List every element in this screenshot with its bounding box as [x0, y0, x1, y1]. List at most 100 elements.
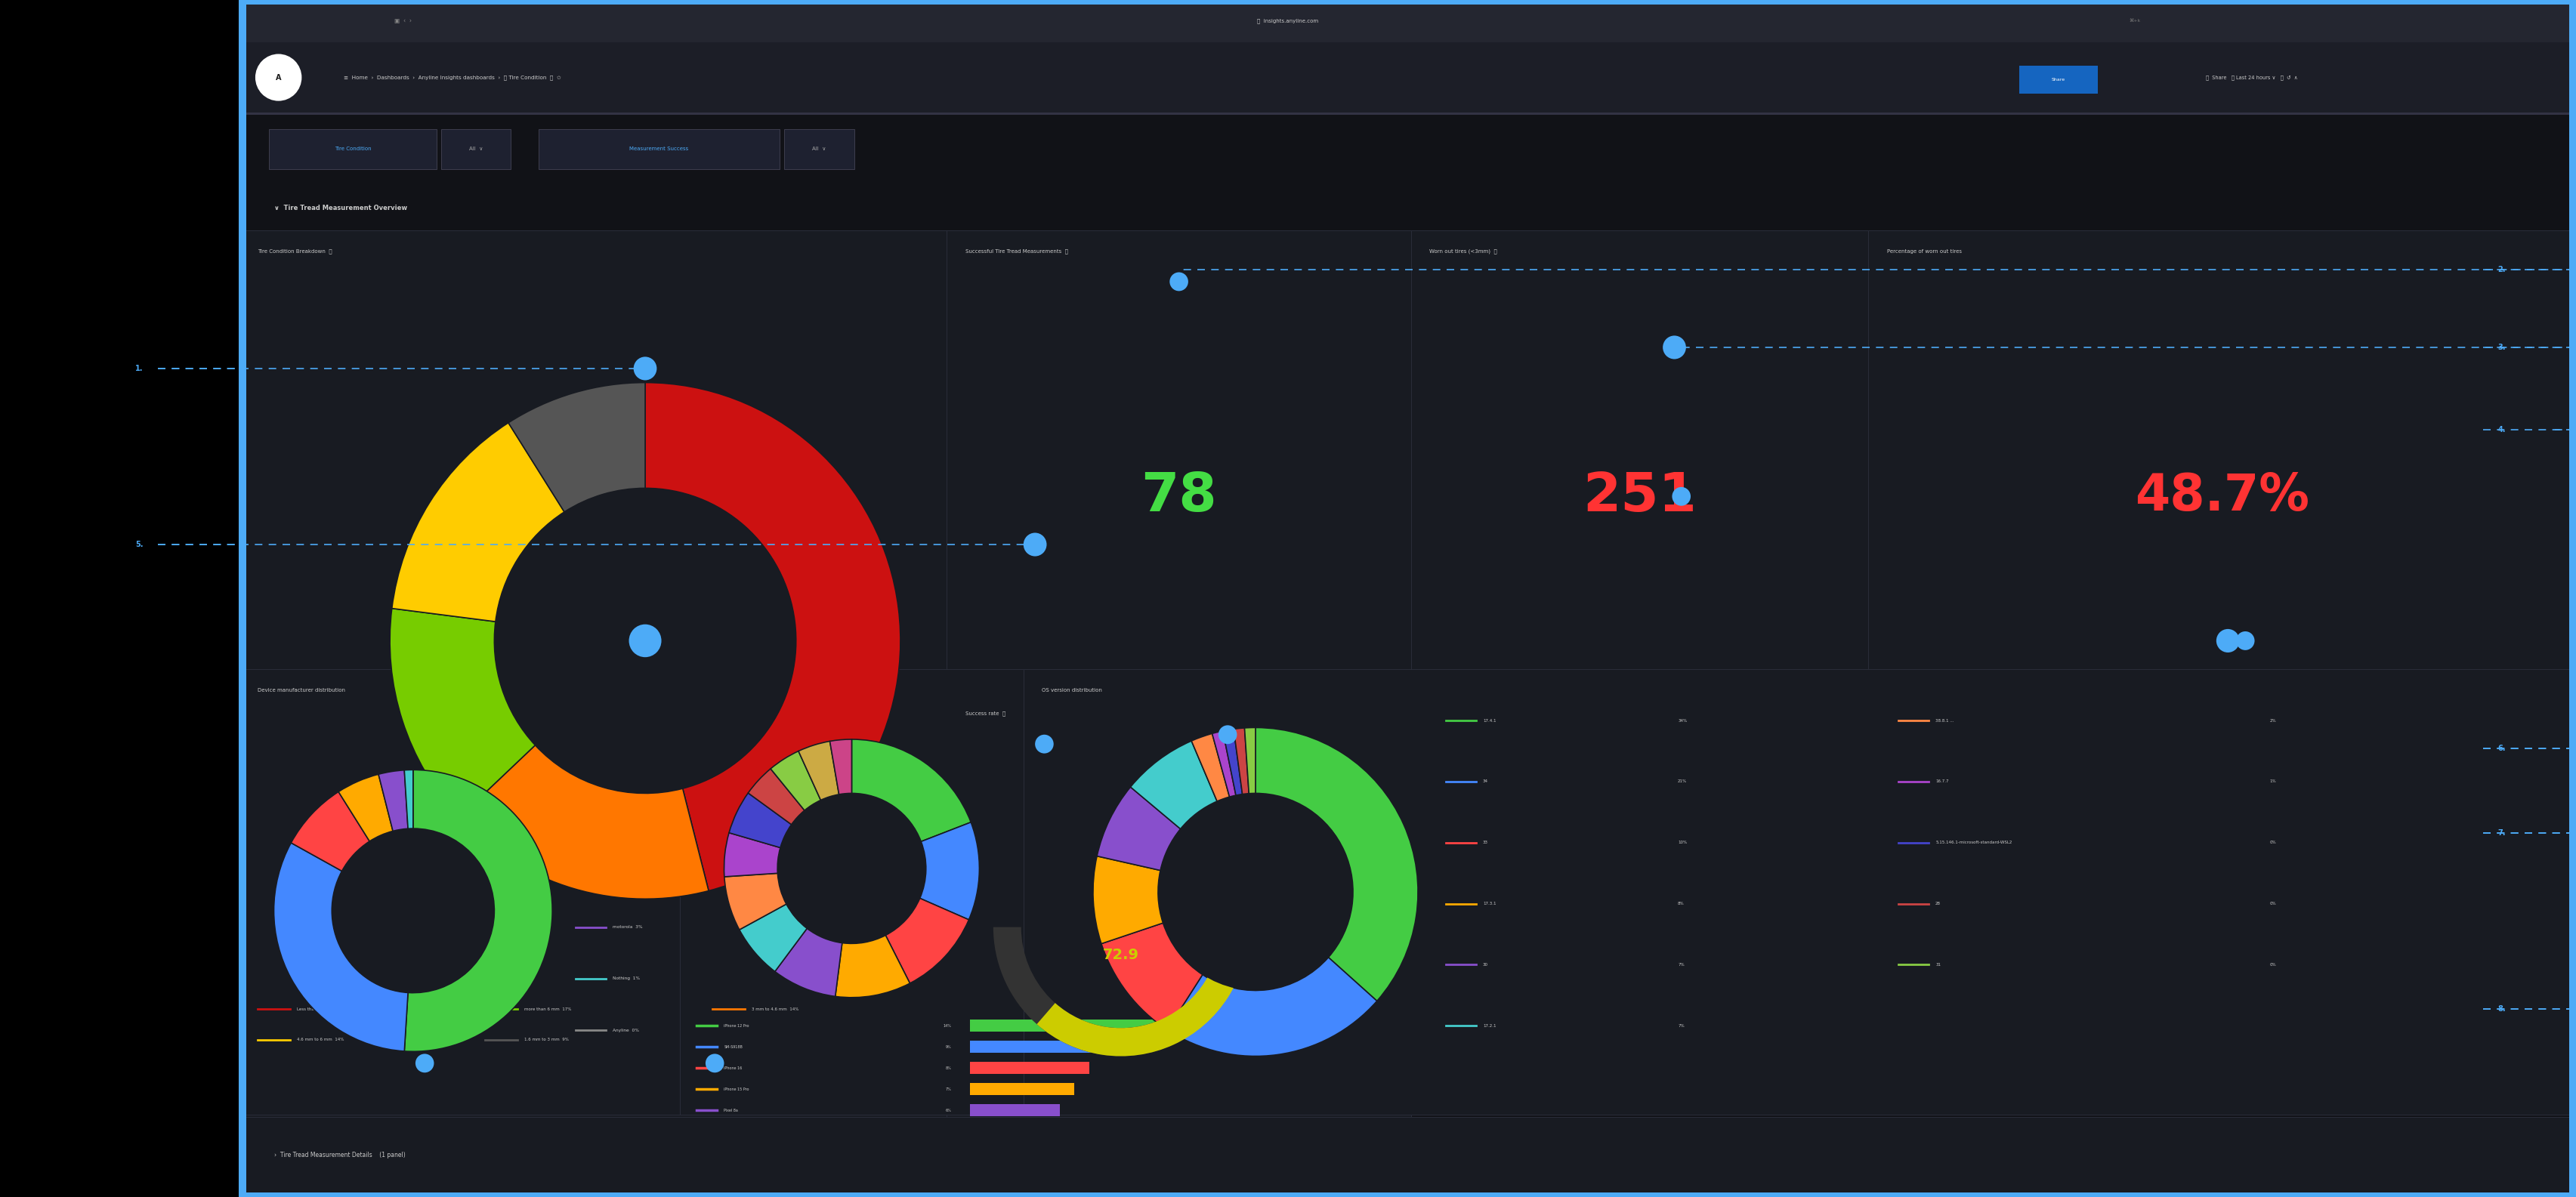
Text: 17.3.1: 17.3.1: [1484, 901, 1497, 905]
Text: 0%: 0%: [2269, 840, 2277, 844]
Text: 4.6 mm to 6 mm  14%: 4.6 mm to 6 mm 14%: [296, 1038, 345, 1041]
Circle shape: [2236, 631, 2254, 650]
Wedge shape: [775, 929, 842, 996]
Circle shape: [1170, 272, 1188, 291]
Circle shape: [332, 828, 495, 992]
Text: iPhone 16: iPhone 16: [724, 1067, 742, 1070]
Text: 1.6 mm to 3 mm  9%: 1.6 mm to 3 mm 9%: [526, 1038, 569, 1041]
Bar: [240, 1117, 2576, 1192]
Wedge shape: [404, 770, 412, 828]
Text: 31: 31: [1935, 962, 1940, 966]
Wedge shape: [1244, 728, 1255, 794]
Text: 17.4.1: 17.4.1: [1484, 718, 1497, 723]
Text: 8%: 8%: [945, 1067, 951, 1070]
Text: Tire Condition: Tire Condition: [335, 147, 371, 151]
Circle shape: [1218, 725, 1236, 745]
Wedge shape: [739, 904, 806, 972]
Wedge shape: [729, 792, 791, 847]
Wedge shape: [853, 740, 971, 841]
Text: Anyline  0%: Anyline 0%: [613, 1028, 639, 1032]
Text: SM-S918B: SM-S918B: [724, 1045, 742, 1049]
Text: 38.8.1 ...: 38.8.1 ...: [1935, 718, 1955, 723]
Text: ∨  Tire Tread Measurement Overview: ∨ Tire Tread Measurement Overview: [273, 205, 407, 211]
Wedge shape: [1167, 958, 1378, 1056]
Bar: [1023, 669, 2576, 1114]
Wedge shape: [644, 383, 902, 891]
Wedge shape: [1097, 786, 1180, 870]
Text: iPhone 15 Pro: iPhone 15 Pro: [724, 1087, 750, 1090]
Bar: [240, 0, 2576, 42]
Text: 78: 78: [1141, 470, 1216, 522]
Text: 7%: 7%: [1677, 1023, 1685, 1027]
Text: 7%: 7%: [945, 1087, 951, 1090]
Circle shape: [1036, 735, 1054, 753]
Wedge shape: [770, 751, 822, 810]
Text: Apple  51%: Apple 51%: [613, 718, 639, 723]
Circle shape: [1662, 335, 1687, 359]
Text: All  ∨: All ∨: [811, 147, 827, 151]
Bar: [240, 0, 245, 1197]
Wedge shape: [835, 935, 909, 997]
Wedge shape: [1224, 729, 1242, 795]
Text: 3 mm to 4.6 mm  14%: 3 mm to 4.6 mm 14%: [752, 1008, 799, 1011]
Bar: [440, 129, 510, 169]
Wedge shape: [1092, 856, 1162, 943]
Text: 14%: 14%: [943, 1023, 951, 1027]
Wedge shape: [1255, 728, 1417, 1001]
Text: 72.9: 72.9: [1103, 948, 1139, 962]
Text: Percentage of worn out tires: Percentage of worn out tires: [1886, 249, 1960, 254]
Text: 9%: 9%: [945, 1045, 951, 1049]
Text: 34: 34: [1484, 779, 1489, 784]
Circle shape: [2215, 628, 2239, 652]
Text: 28: 28: [1935, 901, 1940, 905]
Bar: [240, 186, 2576, 230]
Text: Nothing  1%: Nothing 1%: [613, 977, 639, 980]
Circle shape: [1159, 794, 1352, 990]
Bar: [0, 0, 240, 1197]
Text: 7.: 7.: [2499, 830, 2506, 837]
Bar: [240, 0, 2576, 5]
Wedge shape: [920, 822, 979, 919]
Bar: [2020, 66, 2097, 93]
Text: motorola  3%: motorola 3%: [613, 925, 641, 929]
Text: Successful Tire Tread Measurements  ⓘ: Successful Tire Tread Measurements ⓘ: [966, 249, 1069, 254]
Bar: [2568, 0, 2576, 1197]
Bar: [240, 669, 680, 1114]
Bar: [971, 1083, 1074, 1095]
Text: ⌘+k: ⌘+k: [2130, 19, 2141, 23]
Text: Less than 1.6 mm  46%: Less than 1.6 mm 46%: [296, 1008, 345, 1011]
Bar: [240, 42, 2576, 113]
Text: 21%: 21%: [1677, 779, 1687, 784]
Circle shape: [1023, 533, 1046, 557]
Text: 17.2.1: 17.2.1: [1484, 1023, 1497, 1027]
Bar: [240, 1192, 2576, 1197]
Bar: [948, 692, 1412, 1122]
Bar: [270, 129, 435, 169]
Text: ▣  ‹  ›: ▣ ‹ ›: [394, 18, 412, 24]
Bar: [971, 1062, 1090, 1074]
Text: 5.15.146.1-microsoft-standard-WSL2: 5.15.146.1-microsoft-standard-WSL2: [1935, 840, 2012, 844]
Text: Device model distribution: Device model distribution: [698, 688, 768, 692]
Wedge shape: [1131, 741, 1216, 830]
Bar: [786, 129, 855, 169]
Wedge shape: [459, 746, 708, 899]
Text: 2.: 2.: [2499, 266, 2506, 274]
Wedge shape: [392, 423, 564, 621]
Bar: [240, 115, 2576, 186]
Text: ≡  Home  ›  Dashboards  ›  Anyline Insights dashboards  ›  🌐 Tire Condition  📊  : ≡ Home › Dashboards › Anyline Insights d…: [343, 75, 562, 80]
Text: Tire Condition Breakdown  ⓘ: Tire Condition Breakdown ⓘ: [258, 249, 332, 254]
Text: Measurement Success: Measurement Success: [629, 147, 688, 151]
Text: Success rate  ⓘ: Success rate ⓘ: [966, 711, 1005, 716]
Wedge shape: [747, 768, 804, 825]
Text: A: A: [276, 74, 281, 81]
Text: All  ∨: All ∨: [469, 147, 482, 151]
Text: ›  Tire Tread Measurement Details    (1 panel): › Tire Tread Measurement Details (1 pane…: [273, 1152, 404, 1159]
Text: 1.: 1.: [137, 365, 144, 372]
Bar: [1412, 230, 1868, 692]
Text: 48.7%: 48.7%: [2136, 472, 2308, 522]
Bar: [240, 230, 2576, 1192]
Text: 30: 30: [1484, 962, 1489, 966]
Bar: [538, 129, 781, 169]
Text: 0%: 0%: [2269, 901, 2277, 905]
Text: iPhone 12 Pro: iPhone 12 Pro: [724, 1023, 750, 1027]
